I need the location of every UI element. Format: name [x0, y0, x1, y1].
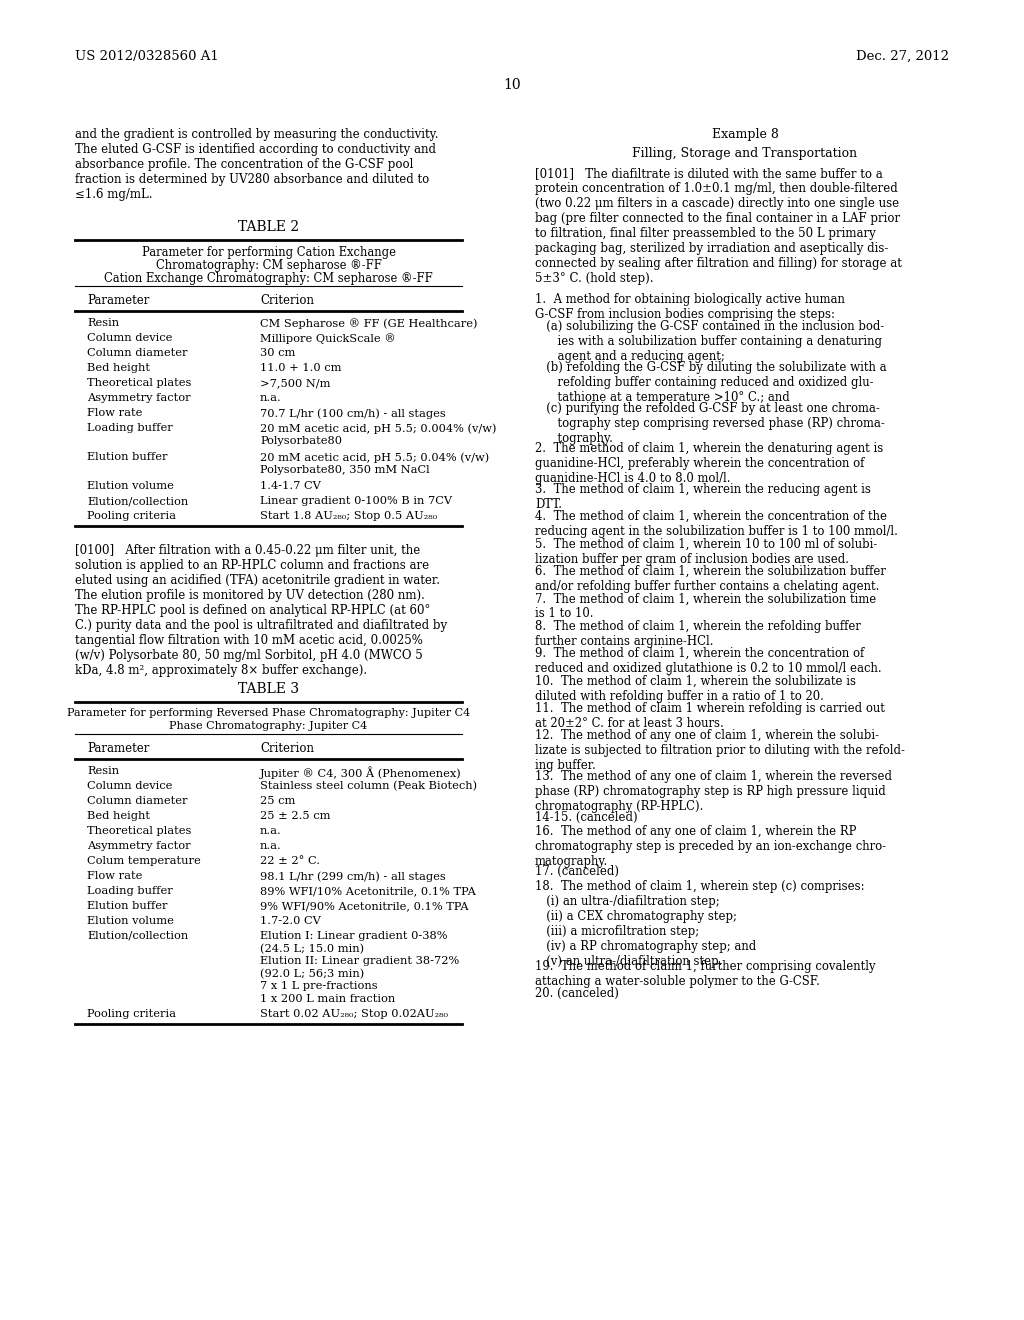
Text: 20 mM acetic acid, pH 5.5; 0.004% (v/w): 20 mM acetic acid, pH 5.5; 0.004% (v/w)	[260, 422, 497, 433]
Text: 14-15. (canceled): 14-15. (canceled)	[535, 810, 638, 824]
Text: 2.  The method of claim 1, wherein the denaturing agent is
guanidine-HCl, prefer: 2. The method of claim 1, wherein the de…	[535, 442, 884, 486]
Text: >7,500 N/m: >7,500 N/m	[260, 378, 331, 388]
Text: 4.  The method of claim 1, wherein the concentration of the
reducing agent in th: 4. The method of claim 1, wherein the co…	[535, 511, 898, 539]
Text: 20. (canceled): 20. (canceled)	[535, 987, 618, 1001]
Text: Pooling criteria: Pooling criteria	[87, 511, 176, 521]
Text: Example 8: Example 8	[712, 128, 778, 141]
Text: 5.  The method of claim 1, wherein 10 to 100 ml of solubi-
lization buffer per g: 5. The method of claim 1, wherein 10 to …	[535, 537, 878, 565]
Text: Elution I: Linear gradient 0-38%: Elution I: Linear gradient 0-38%	[260, 931, 447, 941]
Text: Linear gradient 0-100% B in 7CV: Linear gradient 0-100% B in 7CV	[260, 496, 453, 506]
Text: TABLE 2: TABLE 2	[238, 220, 299, 234]
Text: n.a.: n.a.	[260, 841, 282, 851]
Text: Elution/collection: Elution/collection	[87, 931, 188, 941]
Text: Asymmetry factor: Asymmetry factor	[87, 393, 190, 403]
Text: 22 ± 2° C.: 22 ± 2° C.	[260, 855, 319, 866]
Text: Start 1.8 AU₂₈₀; Stop 0.5 AU₂₈₀: Start 1.8 AU₂₈₀; Stop 0.5 AU₂₈₀	[260, 511, 437, 521]
Text: 7.  The method of claim 1, wherein the solubilization time
is 1 to 10.: 7. The method of claim 1, wherein the so…	[535, 593, 877, 620]
Text: 70.7 L/hr (100 cm/h) - all stages: 70.7 L/hr (100 cm/h) - all stages	[260, 408, 445, 418]
Text: Elution buffer: Elution buffer	[87, 451, 168, 462]
Text: 17. (canceled): 17. (canceled)	[535, 866, 618, 878]
Text: 1.  A method for obtaining biologically active human
G-CSF from inclusion bodies: 1. A method for obtaining biologically a…	[535, 293, 845, 321]
Text: 30 cm: 30 cm	[260, 348, 295, 358]
Text: 25 cm: 25 cm	[260, 796, 295, 807]
Text: Theoretical plates: Theoretical plates	[87, 378, 191, 388]
Text: 11.0 + 1.0 cm: 11.0 + 1.0 cm	[260, 363, 341, 374]
Text: Flow rate: Flow rate	[87, 408, 142, 418]
Text: 7 x 1 L pre-fractions: 7 x 1 L pre-fractions	[260, 981, 378, 991]
Text: 20 mM acetic acid, pH 5.5; 0.04% (v/w): 20 mM acetic acid, pH 5.5; 0.04% (v/w)	[260, 451, 489, 462]
Text: n.a.: n.a.	[260, 826, 282, 836]
Text: Colum temperature: Colum temperature	[87, 855, 201, 866]
Text: 10.  The method of claim 1, wherein the solubilizate is
diluted with refolding b: 10. The method of claim 1, wherein the s…	[535, 675, 856, 702]
Text: Column device: Column device	[87, 333, 172, 343]
Text: 13.  The method of any one of claim 1, wherein the reversed
phase (RP) chromatog: 13. The method of any one of claim 1, wh…	[535, 770, 892, 813]
Text: Column diameter: Column diameter	[87, 348, 187, 358]
Text: Elution volume: Elution volume	[87, 916, 174, 927]
Text: Parameter for performing Reversed Phase Chromatography: Jupiter C4: Parameter for performing Reversed Phase …	[67, 708, 470, 718]
Text: 1 x 200 L main fraction: 1 x 200 L main fraction	[260, 994, 395, 1003]
Text: [0100]   After filtration with a 0.45-0.22 μm filter unit, the
solution is appli: [0100] After filtration with a 0.45-0.22…	[75, 544, 447, 677]
Text: TABLE 3: TABLE 3	[238, 682, 299, 696]
Text: Polysorbate80: Polysorbate80	[260, 436, 342, 446]
Text: Resin: Resin	[87, 766, 119, 776]
Text: Parameter: Parameter	[87, 742, 150, 755]
Text: 9% WFI/90% Acetonitrile, 0.1% TPA: 9% WFI/90% Acetonitrile, 0.1% TPA	[260, 902, 469, 911]
Text: Resin: Resin	[87, 318, 119, 327]
Text: 1.4-1.7 CV: 1.4-1.7 CV	[260, 480, 321, 491]
Text: 89% WFI/10% Acetonitrile, 0.1% TPA: 89% WFI/10% Acetonitrile, 0.1% TPA	[260, 886, 476, 896]
Text: Stainless steel column (Peak Biotech): Stainless steel column (Peak Biotech)	[260, 781, 477, 791]
Text: Column diameter: Column diameter	[87, 796, 187, 807]
Text: 1.7-2.0 CV: 1.7-2.0 CV	[260, 916, 321, 927]
Text: Criterion: Criterion	[260, 294, 314, 308]
Text: 19.  The method of claim 1, further comprising covalently
attaching a water-solu: 19. The method of claim 1, further compr…	[535, 960, 876, 987]
Text: (24.5 L; 15.0 min): (24.5 L; 15.0 min)	[260, 944, 365, 954]
Text: 3.  The method of claim 1, wherein the reducing agent is
DTT.: 3. The method of claim 1, wherein the re…	[535, 483, 870, 511]
Text: Theoretical plates: Theoretical plates	[87, 826, 191, 836]
Text: US 2012/0328560 A1: US 2012/0328560 A1	[75, 50, 219, 63]
Text: Elution II: Linear gradient 38-72%: Elution II: Linear gradient 38-72%	[260, 956, 459, 966]
Text: and the gradient is controlled by measuring the conductivity.
The eluted G-CSF i: and the gradient is controlled by measur…	[75, 128, 438, 201]
Text: Cation Exchange Chromatography: CM sepharose ®-FF: Cation Exchange Chromatography: CM sepha…	[104, 272, 433, 285]
Text: Phase Chromatography: Jupiter C4: Phase Chromatography: Jupiter C4	[169, 721, 368, 731]
Text: Asymmetry factor: Asymmetry factor	[87, 841, 190, 851]
Text: Elution volume: Elution volume	[87, 480, 174, 491]
Text: Column device: Column device	[87, 781, 172, 791]
Text: 25 ± 2.5 cm: 25 ± 2.5 cm	[260, 810, 331, 821]
Text: Bed height: Bed height	[87, 363, 150, 374]
Text: Dec. 27, 2012: Dec. 27, 2012	[856, 50, 949, 63]
Text: Loading buffer: Loading buffer	[87, 886, 173, 896]
Text: Parameter for performing Cation Exchange: Parameter for performing Cation Exchange	[141, 246, 395, 259]
Text: Parameter: Parameter	[87, 294, 150, 308]
Text: 18.  The method of claim 1, wherein step (c) comprises:
   (i) an ultra-/diafilt: 18. The method of claim 1, wherein step …	[535, 879, 864, 968]
Text: 10: 10	[503, 78, 521, 92]
Text: (92.0 L; 56;3 min): (92.0 L; 56;3 min)	[260, 969, 365, 979]
Text: Bed height: Bed height	[87, 810, 150, 821]
Text: 6.  The method of claim 1, wherein the solubilization buffer
and/or refolding bu: 6. The method of claim 1, wherein the so…	[535, 565, 886, 593]
Text: 16.  The method of any one of claim 1, wherein the RP
chromatography step is pre: 16. The method of any one of claim 1, wh…	[535, 825, 886, 867]
Text: 12.  The method of any one of claim 1, wherein the solubi-
lizate is subjected t: 12. The method of any one of claim 1, wh…	[535, 730, 905, 772]
Text: (b) refolding the G-CSF by diluting the solubilizate with a
      refolding buff: (b) refolding the G-CSF by diluting the …	[535, 360, 887, 404]
Text: Start 0.02 AU₂₈₀; Stop 0.02AU₂₈₀: Start 0.02 AU₂₈₀; Stop 0.02AU₂₈₀	[260, 1008, 449, 1019]
Text: Filling, Storage and Transportation: Filling, Storage and Transportation	[633, 147, 857, 160]
Text: Millipore QuickScale ®: Millipore QuickScale ®	[260, 333, 395, 343]
Text: n.a.: n.a.	[260, 393, 282, 403]
Text: [0101]   The diafiltrate is diluted with the same buffer to a
protein concentrat: [0101] The diafiltrate is diluted with t…	[535, 168, 902, 285]
Text: Chromatography: CM sepharose ®-FF: Chromatography: CM sepharose ®-FF	[156, 259, 381, 272]
Text: Elution/collection: Elution/collection	[87, 496, 188, 506]
Text: Jupiter ® C4, 300 Å (Phenomenex): Jupiter ® C4, 300 Å (Phenomenex)	[260, 766, 462, 779]
Text: (c) purifying the refolded G-CSF by at least one chroma-
      tography step com: (c) purifying the refolded G-CSF by at l…	[535, 401, 885, 445]
Text: Pooling criteria: Pooling criteria	[87, 1008, 176, 1019]
Text: Flow rate: Flow rate	[87, 871, 142, 880]
Text: 98.1 L/hr (299 cm/h) - all stages: 98.1 L/hr (299 cm/h) - all stages	[260, 871, 445, 882]
Text: CM Sepharose ® FF (GE Healthcare): CM Sepharose ® FF (GE Healthcare)	[260, 318, 477, 329]
Text: 9.  The method of claim 1, wherein the concentration of
reduced and oxidized glu: 9. The method of claim 1, wherein the co…	[535, 647, 882, 676]
Text: 11.  The method of claim 1 wherein refolding is carried out
at 20±2° C. for at l: 11. The method of claim 1 wherein refold…	[535, 702, 885, 730]
Text: 8.  The method of claim 1, wherein the refolding buffer
further contains arginin: 8. The method of claim 1, wherein the re…	[535, 620, 861, 648]
Text: Polysorbate80, 350 mM NaCl: Polysorbate80, 350 mM NaCl	[260, 465, 430, 475]
Text: Criterion: Criterion	[260, 742, 314, 755]
Text: Loading buffer: Loading buffer	[87, 422, 173, 433]
Text: (a) solubilizing the G-CSF contained in the inclusion bod-
      ies with a solu: (a) solubilizing the G-CSF contained in …	[535, 321, 885, 363]
Text: Elution buffer: Elution buffer	[87, 902, 168, 911]
